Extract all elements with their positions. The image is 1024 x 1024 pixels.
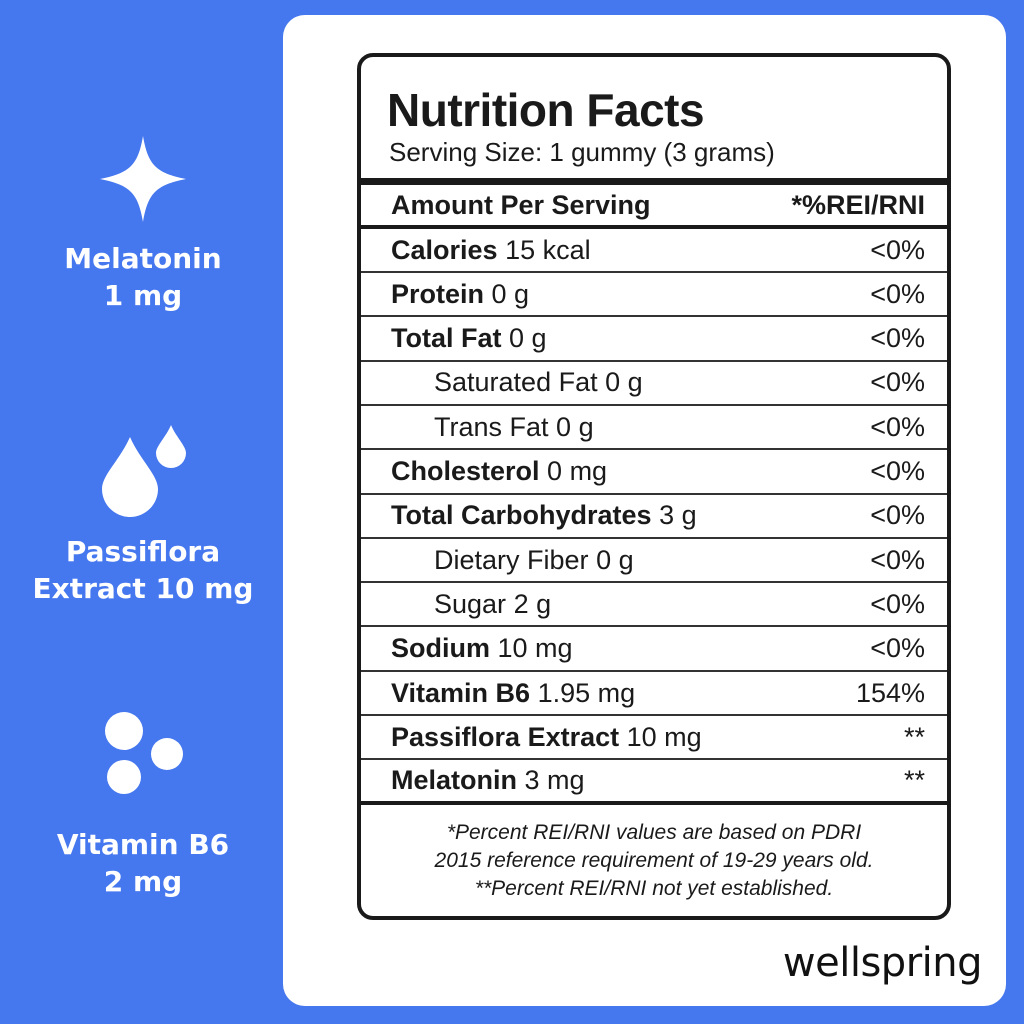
- nutrient-row: Protein 0 g <0%: [361, 273, 947, 318]
- header-left: Amount Per Serving: [391, 189, 651, 220]
- nutrient: Trans Fat 0 g: [434, 412, 594, 443]
- footnote-line: 2015 reference requirement of 19-29 year…: [434, 849, 874, 872]
- nutrient-row: Sugar 2 g <0%: [361, 583, 947, 628]
- nutrient-percent: <0%: [870, 544, 925, 575]
- nutrient-name: Sodium: [391, 633, 490, 664]
- nutrient-percent: 154%: [855, 677, 925, 708]
- nutrient-percent: <0%: [870, 323, 925, 354]
- nutrient: Dietary Fiber 0 g: [434, 545, 634, 576]
- feature-line: Vitamin B6: [56, 828, 230, 861]
- nutrient-percent: <0%: [870, 411, 925, 442]
- nutrient: Passiflora Extract 10 mg: [391, 722, 702, 753]
- header-right: *%REI/RNI: [791, 189, 925, 220]
- dot-icon: [105, 712, 143, 750]
- nutrient-row: Total Carbohydrates 3 g <0%: [361, 495, 947, 539]
- nutrient: Protein 0 g: [391, 279, 529, 310]
- footnote-line: **Percent REI/RNI not yet established.: [474, 877, 834, 900]
- nutrient-name: Total Fat: [391, 323, 502, 354]
- nutrient-percent: <0%: [870, 234, 925, 265]
- feature: Passiflora Extract 10 mg: [0, 533, 286, 607]
- nutrient-name: Passiflora Extract: [391, 721, 620, 752]
- divider: [361, 225, 947, 229]
- brand: wellspring: [782, 940, 983, 986]
- nutrient-row: Total Fat 0 g <0%: [361, 318, 947, 362]
- nutrient: Saturated Fat 0 g: [434, 367, 643, 398]
- footnote: *Percent REI/RNI values are based on PDR…: [361, 819, 947, 903]
- nutrient: Cholesterol 0 mg: [391, 456, 607, 487]
- dot-icon: [107, 760, 141, 794]
- nutrient-percent: **: [903, 721, 925, 752]
- nutrient-amount: 1.95 mg: [537, 677, 636, 708]
- nutrient-percent: <0%: [870, 588, 925, 619]
- feature: Melatonin 1 mg: [0, 240, 286, 314]
- serving-size: Serving Size: 1 gummy (3 grams): [389, 137, 775, 167]
- nutrient-percent: <0%: [870, 633, 925, 664]
- nutrient-percent: <0%: [870, 500, 925, 531]
- feature-line: Passiflora: [65, 535, 221, 568]
- nutrient-name: Trans Fat: [434, 411, 549, 442]
- drop-icon: [156, 425, 186, 468]
- feature-line: 1 mg: [103, 279, 183, 312]
- nutrient-name: Total Carbohydrates: [391, 500, 652, 531]
- nutrient-row: Dietary Fiber 0 g <0%: [361, 539, 947, 584]
- feature-line: Extract 10 mg: [32, 572, 254, 605]
- nutrient-row: Trans Fat 0 g <0%: [361, 406, 947, 451]
- nutrient-name: Sugar: [434, 588, 507, 619]
- nutrient: Melatonin 3 mg: [391, 765, 585, 796]
- nutrient-row: Melatonin 3 mg **: [361, 761, 947, 805]
- nutrient-amount: 2 g: [513, 588, 552, 619]
- nutrient-name: Protein: [391, 278, 485, 309]
- drop-icon: [102, 437, 158, 517]
- nutrient-row: Vitamin B6 1.95 mg 154%: [361, 672, 947, 716]
- nutrient-name: Cholesterol: [391, 456, 540, 486]
- nutrient-amount: 0 g: [509, 323, 547, 354]
- header-row: Amount Per Serving *%REI/RNI: [391, 185, 925, 225]
- nutrient: Total Carbohydrates 3 g: [391, 500, 697, 531]
- nutrient-percent: **: [903, 765, 925, 796]
- nutrient-amount: 10 mg: [497, 633, 573, 664]
- nutrient-amount: 0 g: [556, 411, 594, 442]
- dot-icon: [151, 738, 183, 770]
- nutrient-row: Sodium 10 mg <0%: [361, 628, 947, 672]
- nutrient-amount: 0 mg: [547, 456, 608, 486]
- footnote-line: *Percent REI/RNI values are based on PDR…: [446, 821, 862, 844]
- nutrient: Calories 15 kcal: [391, 235, 591, 266]
- nutrient-percent: <0%: [870, 278, 925, 309]
- nutrient-row: Saturated Fat 0 g <0%: [361, 362, 947, 406]
- nutrient-amount: 15 kcal: [505, 234, 591, 265]
- nutrient-amount: 0 g: [596, 544, 634, 575]
- label-title: Nutrition Facts: [387, 84, 705, 136]
- nutrition-label: Nutrition Facts Serving Size: 1 gummy (3…: [357, 53, 951, 920]
- nutrient-amount: 0 g: [491, 278, 530, 309]
- icons: [100, 136, 186, 794]
- sparkle-icon: [100, 136, 186, 222]
- nutrient-percent: <0%: [870, 456, 925, 486]
- nutrient-amount: 3 g: [659, 500, 697, 531]
- feature: Vitamin B6 2 mg: [0, 826, 286, 900]
- nutrient-name: Saturated Fat: [434, 367, 598, 398]
- nutrient-name: Melatonin: [391, 765, 517, 796]
- nutrient-amount: 10 mg: [626, 721, 702, 752]
- nutrient: Vitamin B6 1.95 mg: [391, 678, 635, 709]
- nutrient-amount: 0 g: [605, 367, 643, 398]
- nutrient-name: Calories: [391, 234, 498, 265]
- feature-line: Melatonin: [64, 242, 222, 275]
- feature-line: 2 mg: [103, 865, 183, 898]
- nutrient: Sodium 10 mg: [391, 633, 573, 664]
- nutrient-name: Vitamin B6: [391, 677, 531, 708]
- divider: [361, 178, 947, 185]
- nutrient: Sugar 2 g: [434, 589, 551, 620]
- nutrient-row: Cholesterol 0 mg <0%: [361, 451, 947, 495]
- nutrient-row: Calories 15 kcal <0%: [361, 229, 947, 273]
- nutrient-amount: 3 mg: [524, 765, 585, 796]
- nutrient-row: Passiflora Extract 10 mg **: [361, 716, 947, 761]
- nutrient: Total Fat 0 g: [391, 323, 547, 354]
- nutrient-percent: <0%: [870, 367, 925, 398]
- nutrient-name: Dietary Fiber: [434, 544, 589, 575]
